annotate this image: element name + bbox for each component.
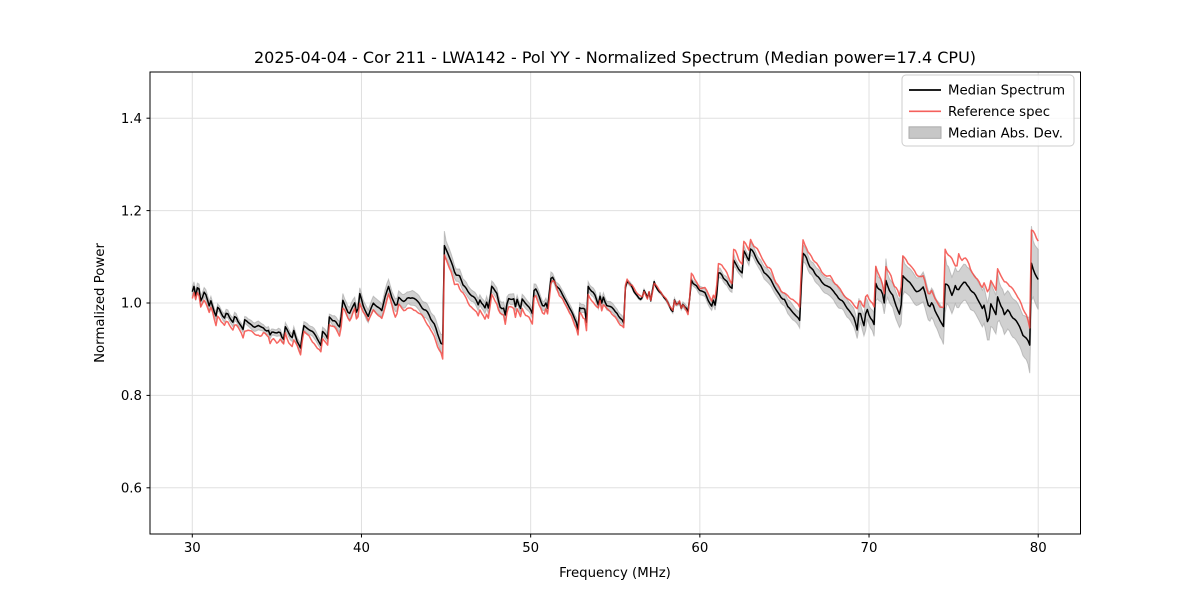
x-tick-label-60: 60 [691,541,708,556]
y-axis-label: Normalized Power [93,243,108,363]
x-tick-label-80: 80 [1030,541,1047,556]
y-tick-label-1.4: 1.4 [121,112,142,127]
y-tick-label-1.0: 1.0 [121,297,142,312]
x-axis-label: Frequency (MHz) [559,566,671,581]
legend-label-1: Reference spec [948,105,1050,120]
legend-entry-1: Reference spec [909,105,1050,120]
legend: Median Spectrum Reference spec Median Abs.… [901,74,1075,147]
tick-label-layer: 30 40 50 60 70 80 0.6 0.8 1.0 1.2 1.4 [121,112,1047,556]
legend-patch-sample-2 [908,126,942,139]
legend-entry-2: Median Abs. Dev. [908,126,1063,141]
y-tick-label-1.2: 1.2 [121,204,142,219]
legend-label-2: Median Abs. Dev. [948,126,1063,141]
x-tick-label-30: 30 [184,541,201,556]
series-median-spectrum-line [191,244,1039,349]
y-tick-label-0.6: 0.6 [121,482,142,497]
chart-title: 2025-04-04 - Cor 211 - LWA142 - Pol YY -… [254,48,976,67]
legend-frame [901,74,1075,147]
x-tick-label-40: 40 [353,541,370,556]
series-reference-spec-line [191,229,1039,360]
axes-layer [146,71,1081,538]
x-tick-label-50: 50 [522,541,539,556]
y-tick-label-0.8: 0.8 [121,389,142,404]
x-tick-label-70: 70 [861,541,878,556]
data-series-layer [191,226,1039,374]
series-median-abs-dev-band [191,226,1039,374]
legend-label-0: Median Spectrum [948,84,1065,99]
legend-entry-0: Median Spectrum [909,84,1065,99]
